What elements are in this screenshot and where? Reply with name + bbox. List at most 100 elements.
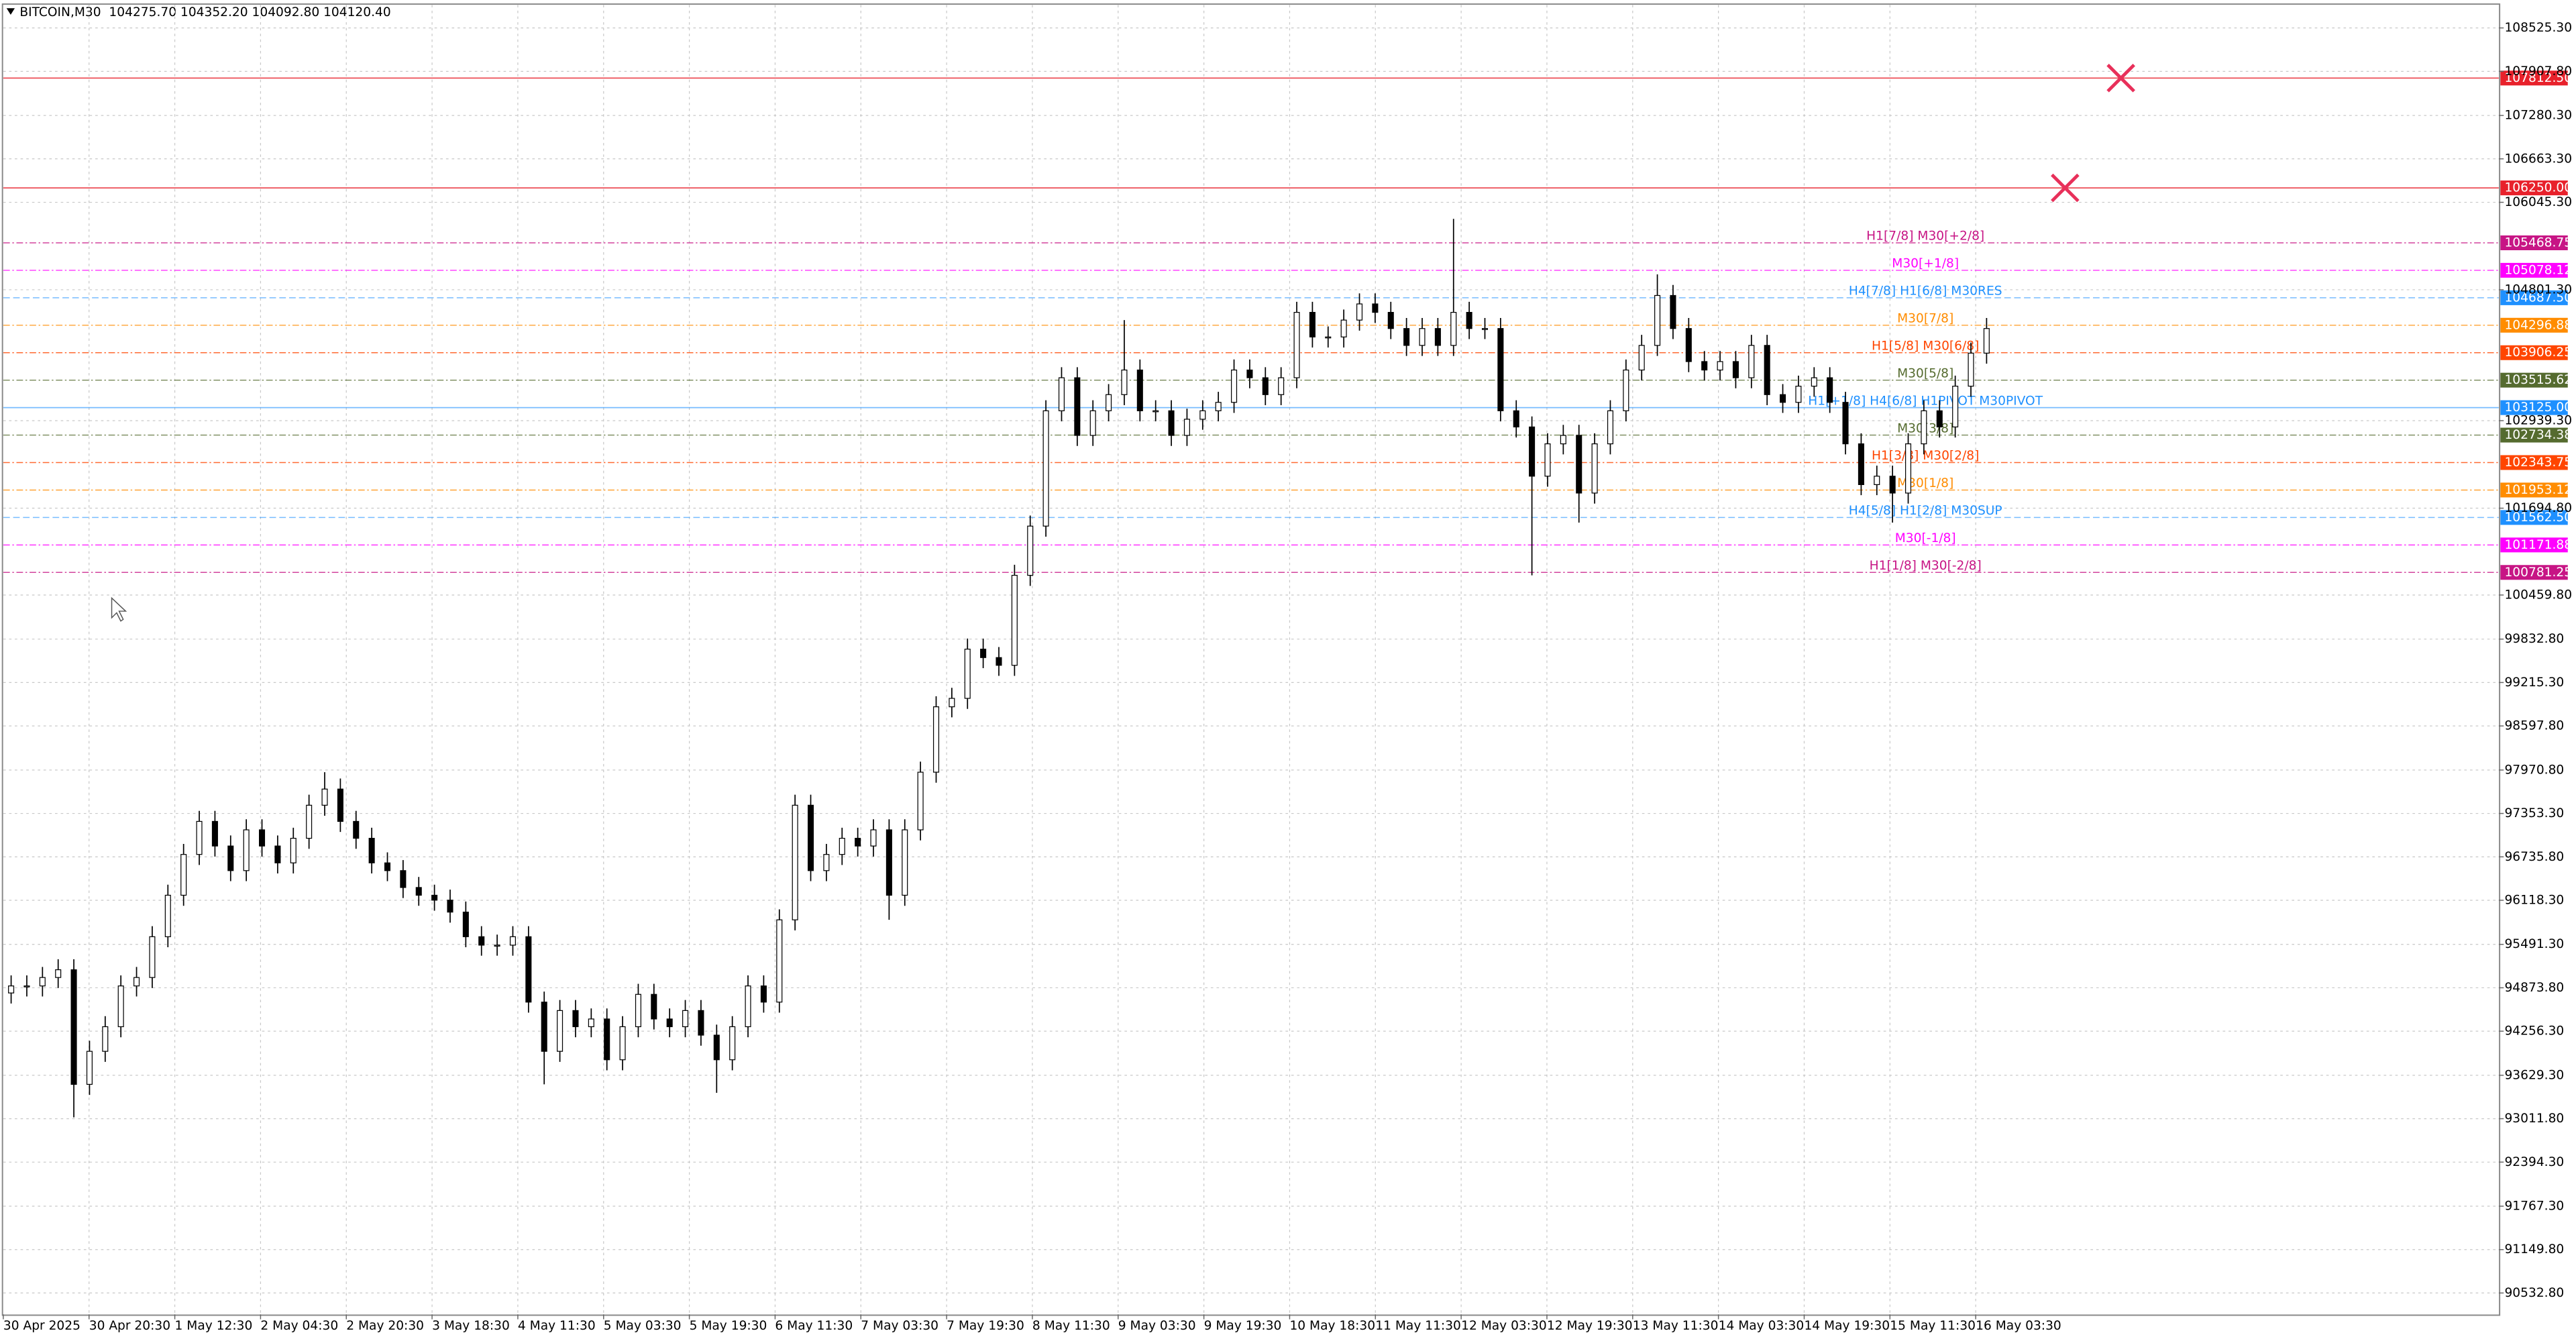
candle-body	[494, 945, 500, 947]
x-tick-label: 2 May 04:30	[260, 1319, 338, 1333]
candle-body	[572, 1010, 579, 1028]
chart-title: BITCOIN,M30 104275.70 104352.20 104092.8…	[19, 5, 390, 19]
price-box-label: 105468.75	[2504, 235, 2572, 250]
y-tick-label: 107907.80	[2504, 64, 2572, 78]
price-box-label: 103906.25	[2504, 345, 2572, 360]
level-label: M30[-1/8]	[1895, 531, 1956, 545]
candle-body	[1106, 394, 1112, 411]
candle-body	[1309, 312, 1316, 337]
y-tick-label: 104801.30	[2504, 282, 2572, 297]
candle-body	[180, 854, 187, 896]
candle-body	[1121, 369, 1128, 395]
candle-body	[86, 1051, 93, 1085]
candle-body	[1434, 328, 1441, 346]
candle-body	[902, 829, 908, 896]
price-box	[2500, 372, 2568, 388]
candle-body	[1042, 410, 1049, 527]
y-tick-label: 93629.30	[2504, 1068, 2564, 1082]
candle-body	[666, 1018, 673, 1028]
candle-body	[1199, 410, 1206, 420]
level-marker	[2106, 64, 2135, 93]
candle-body	[588, 1018, 594, 1028]
candle-body	[792, 804, 798, 920]
level-label: H1[1/8] M30[-2/8]	[1870, 559, 1982, 573]
candle-body	[70, 969, 77, 1085]
candle-body	[415, 887, 422, 896]
axes: 108525.30 107907.80 107280.30 106663.30 1060…	[3, 21, 2572, 1333]
candle-body	[8, 985, 15, 994]
candle-body	[117, 985, 124, 1028]
candle-body	[39, 977, 46, 987]
candle-body	[1356, 303, 1363, 321]
levels: 107812.50 106250.00 105468.75 H1[7/8] M30[+…	[3, 64, 2572, 580]
candle-body	[1858, 443, 1864, 486]
y-tick-label: 102939.30	[2504, 414, 2572, 428]
candle-body	[274, 845, 281, 863]
candle-body	[368, 837, 375, 863]
y-tick-label: 91767.30	[2504, 1199, 2564, 1214]
y-tick-label: 90532.80	[2504, 1286, 2564, 1300]
candle-body	[211, 820, 218, 847]
candle-body	[447, 900, 453, 913]
x-tick-label: 7 May 19:30	[947, 1319, 1024, 1333]
candle-body	[1340, 319, 1347, 337]
candle-body	[1231, 369, 1238, 403]
candle-body	[1591, 443, 1598, 494]
candle-body	[1262, 377, 1269, 395]
y-tick-label: 95491.30	[2504, 937, 2564, 951]
candle-body	[557, 1010, 564, 1052]
x-tick-label: 16 May 03:30	[1976, 1319, 2061, 1333]
candle-body	[164, 894, 171, 937]
candle-body	[227, 845, 234, 871]
candle-body	[1497, 328, 1504, 411]
candle-body	[1529, 426, 1536, 477]
y-tick-label: 100459.80	[2504, 588, 2572, 602]
candle-body	[949, 698, 955, 708]
level-label: H4[5/8] H1[2/8] M30SUP	[1849, 504, 2002, 518]
x-tick-label: 8 May 11:30	[1032, 1319, 1110, 1333]
candle-body	[1936, 410, 1943, 428]
candle-body	[102, 1026, 109, 1052]
price-box-label: 102734.38	[2504, 428, 2572, 442]
x-tick-label: 5 May 19:30	[690, 1319, 767, 1333]
y-tick-label: 99832.80	[2504, 632, 2564, 646]
candle-body	[306, 804, 313, 839]
candle-body	[1450, 312, 1457, 346]
level-label: H1[3/8] M30[2/8]	[1872, 449, 1979, 463]
price-box-label: 105078.12	[2504, 263, 2572, 277]
candle-body	[619, 1026, 626, 1061]
level-label: M30[1/8]	[1897, 476, 1953, 490]
price-box	[2500, 317, 2568, 333]
y-tick-label: 97970.80	[2504, 763, 2564, 777]
plot-frame	[1, 3, 2501, 1316]
candle-body	[509, 936, 516, 946]
candle-body	[917, 771, 924, 831]
menu-arrow[interactable]	[6, 8, 15, 15]
y-tick-label: 106045.30	[2504, 195, 2572, 209]
candle-body	[635, 994, 641, 1028]
candle-body	[1074, 377, 1081, 436]
y-tick-label: 93011.80	[2504, 1112, 2564, 1126]
candle-body	[1889, 476, 1896, 494]
x-tick-label: 12 May 03:30	[1461, 1319, 1547, 1333]
x-tick-label: 30 Apr 2025	[3, 1319, 80, 1333]
candle-body	[1732, 361, 1739, 378]
price-box-label: 104687.50	[2504, 290, 2572, 305]
candle-body	[996, 657, 1002, 666]
x-tick-label: 15 May 11:30	[1890, 1319, 1976, 1333]
level-label: M30[+1/8]	[1892, 257, 1959, 271]
x-tick-label: 6 May 11:30	[775, 1319, 853, 1333]
candle-body	[1952, 386, 1959, 428]
candle-body	[1654, 294, 1661, 346]
candle-body	[321, 788, 328, 806]
y-tick-label: 92394.30	[2504, 1155, 2564, 1169]
candle-body	[964, 649, 971, 699]
candle-body	[1168, 410, 1175, 436]
y-tick-label: 91149.80	[2504, 1242, 2564, 1256]
candle-body	[1215, 402, 1222, 411]
candle-body	[1246, 369, 1253, 378]
candle-body	[932, 706, 940, 773]
price-box	[2500, 510, 2568, 525]
